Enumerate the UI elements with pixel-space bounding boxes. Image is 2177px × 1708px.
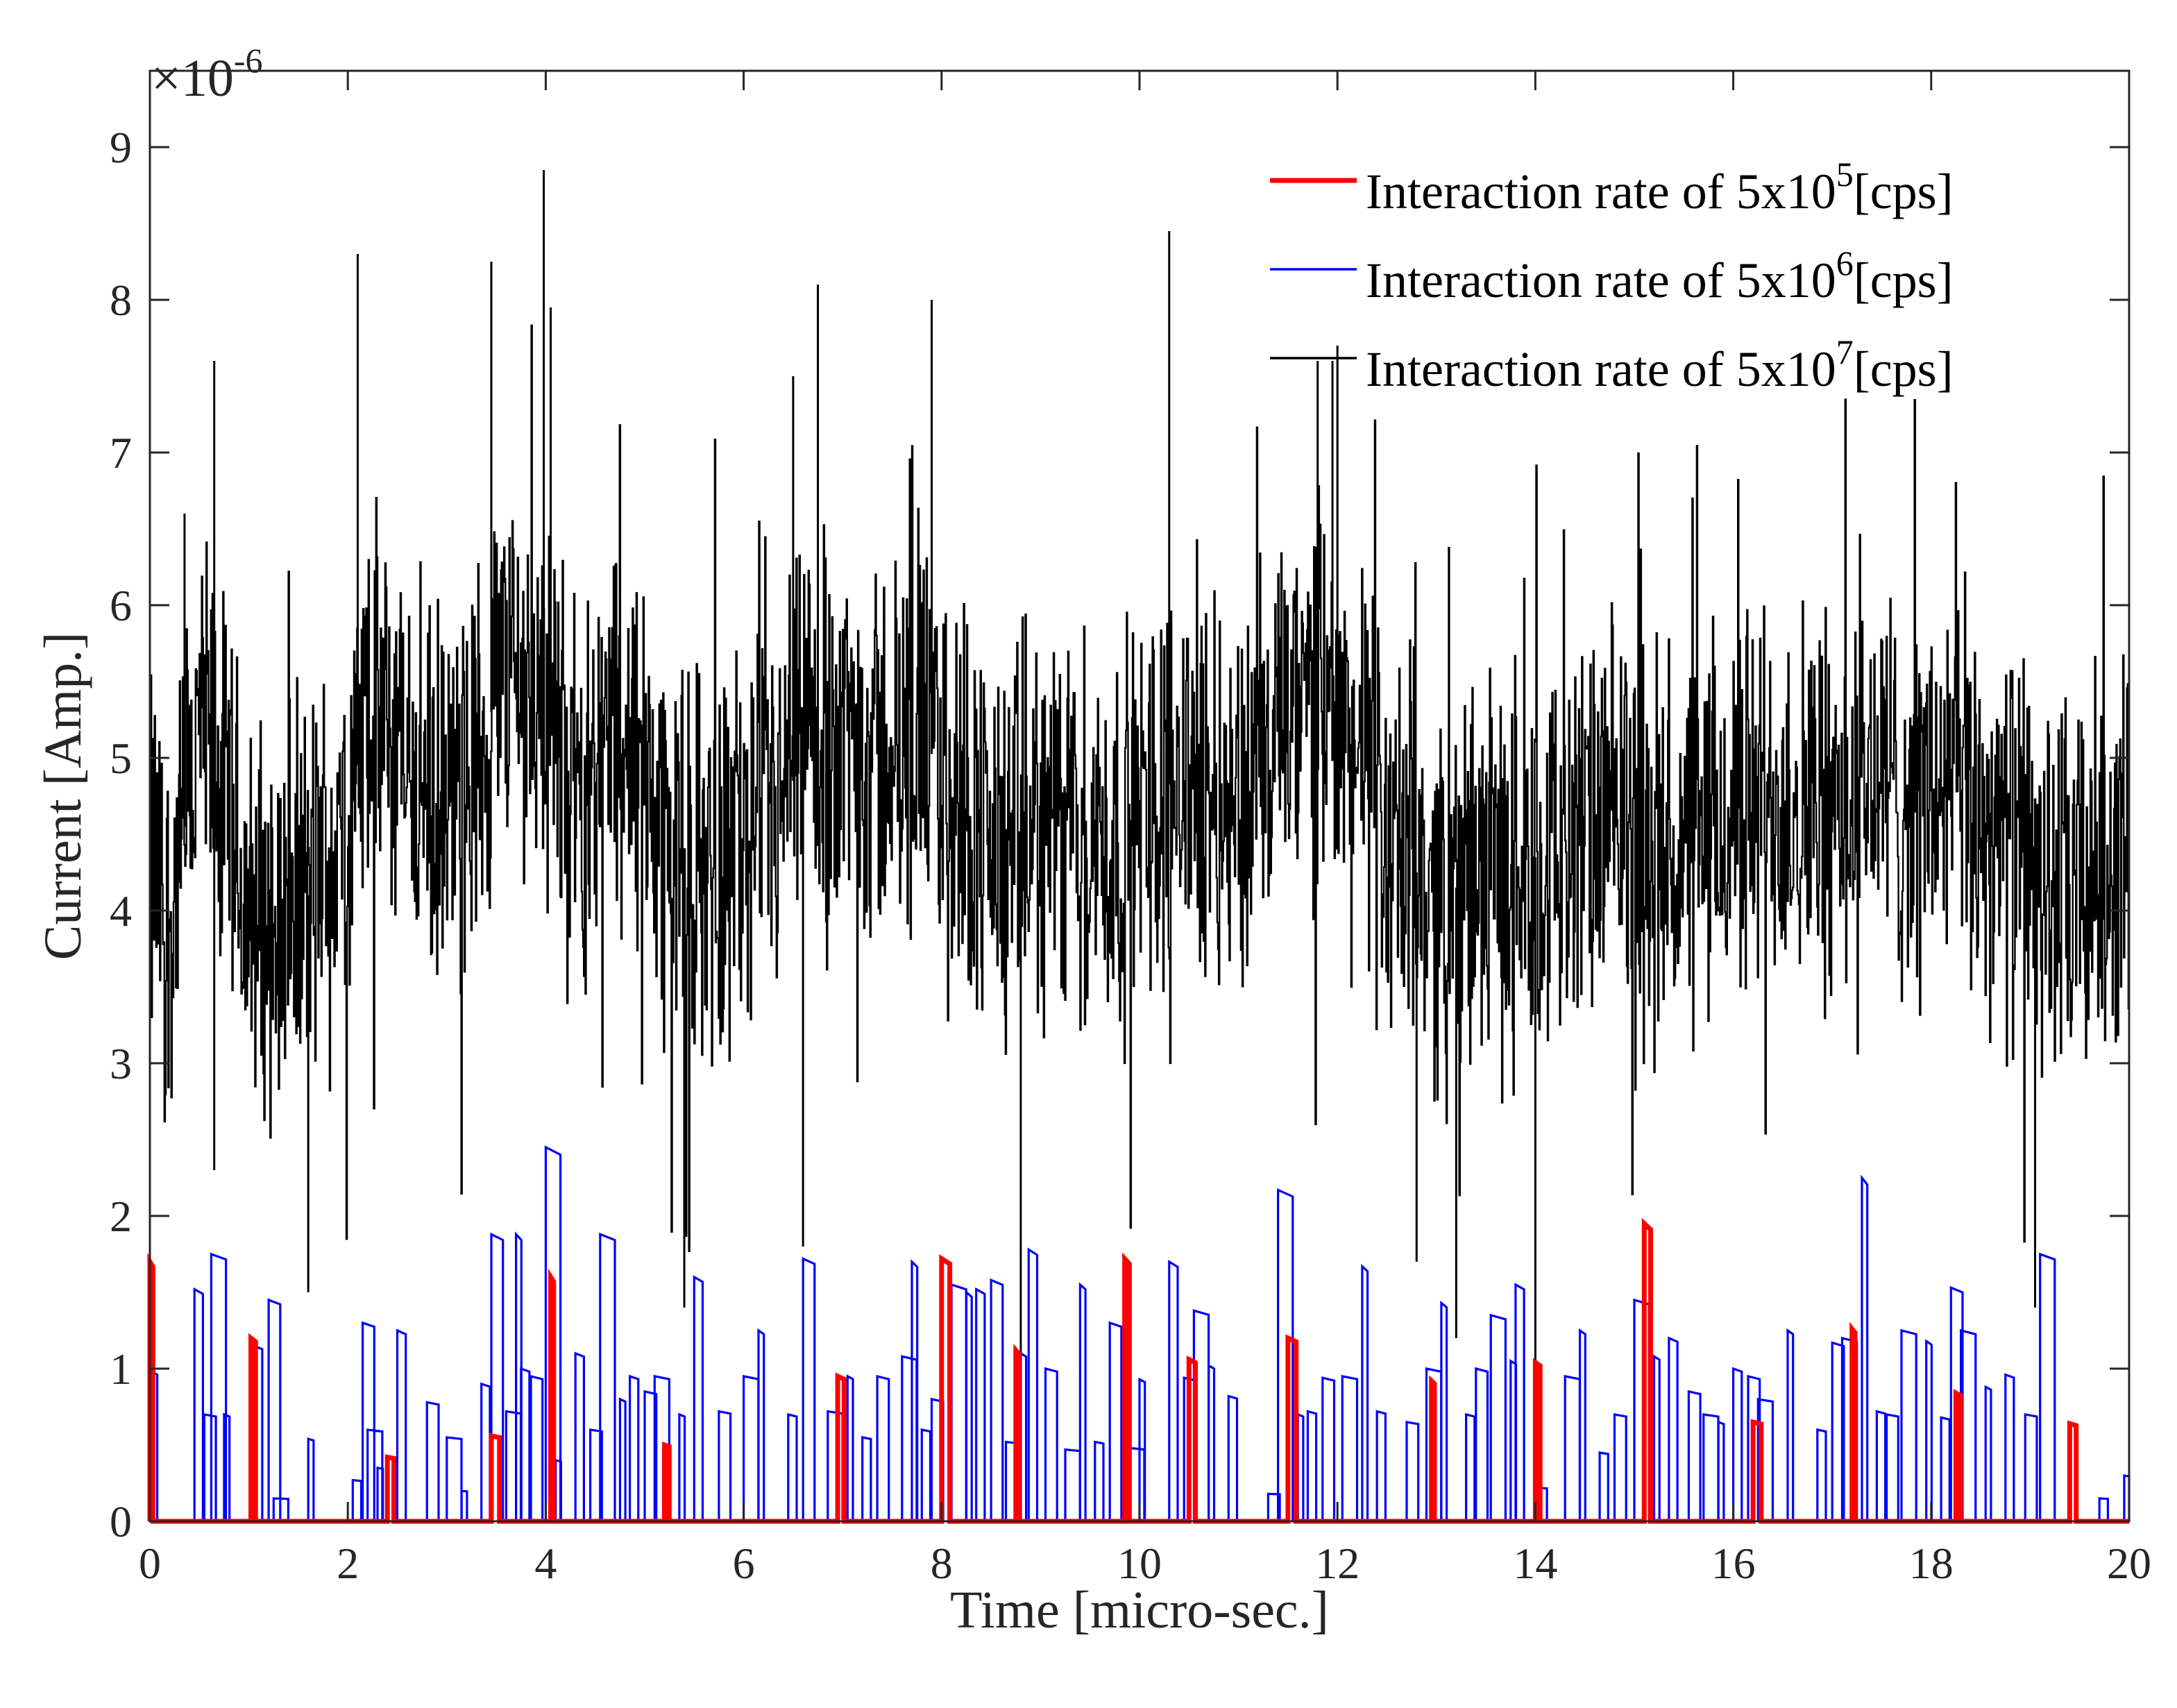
y-exponent-label: ×10-6	[151, 41, 263, 108]
y-tick-label: 5	[110, 734, 132, 783]
x-tick-label: 0	[139, 1539, 161, 1588]
x-tick-label: 2	[337, 1539, 359, 1588]
legend-entry-7: Interaction rate of 5x107[cps]	[1366, 332, 1954, 397]
x-tick-label: 12	[1315, 1539, 1359, 1588]
y-axis-label: Current [Amp.]	[34, 632, 92, 961]
y-tick-label: 3	[110, 1039, 132, 1088]
x-tick-label: 4	[534, 1539, 557, 1588]
x-tick-label: 8	[931, 1539, 953, 1588]
y-tick-label: 2	[110, 1192, 132, 1241]
legend: Interaction rate of 5x105[cps] Interactio…	[1270, 155, 1954, 397]
x-tick-label: 10	[1117, 1539, 1162, 1588]
y-tick-label: 1	[110, 1344, 132, 1394]
series-line-5e7	[149, 324, 2131, 1252]
x-tick-label: 6	[733, 1539, 755, 1588]
x-tick-label: 14	[1513, 1539, 1557, 1588]
series-layer	[147, 170, 2131, 1524]
y-tick-label: 4	[110, 886, 132, 936]
legend-entry-5: Interaction rate of 5x105[cps]	[1366, 155, 1954, 219]
x-tick-label: 20	[2107, 1539, 2151, 1588]
y-tick-label: 9	[110, 123, 132, 172]
legend-entry-6: Interaction rate of 5x106[cps]	[1366, 244, 1954, 308]
series-pulses-5e6	[150, 1145, 2131, 1523]
x-tick-label: 16	[1711, 1539, 1756, 1588]
y-tick-label: 0	[110, 1497, 132, 1546]
y-tick-label: 8	[110, 276, 132, 325]
x-axis-label: Time [micro-sec.]	[950, 1581, 1329, 1639]
x-tick-label: 18	[1909, 1539, 1954, 1588]
y-tick-label: 7	[110, 428, 132, 477]
y-tick-label: 6	[110, 581, 132, 630]
